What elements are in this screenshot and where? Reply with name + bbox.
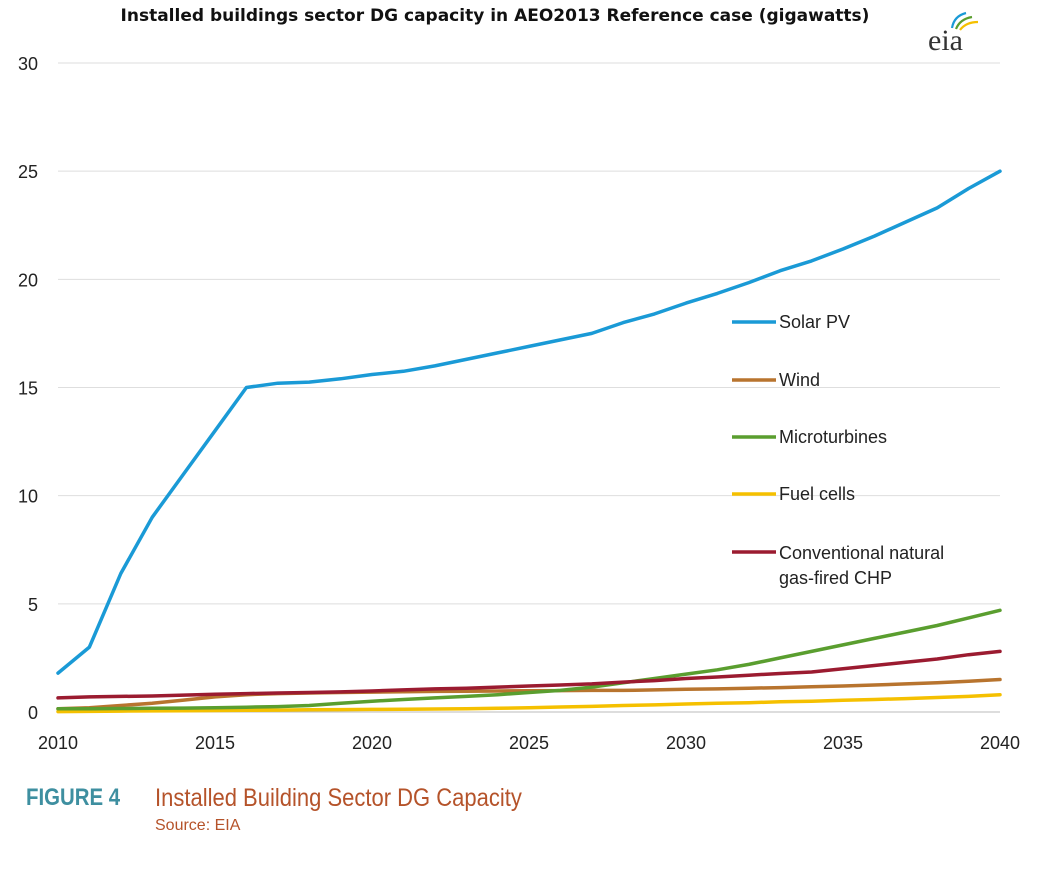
x-axis-ticks: 2010 2015 2020 2025 2030 2035 2040 xyxy=(38,733,1020,753)
legend-label-fuel-cells: Fuel cells xyxy=(779,484,855,504)
series-line-microturbines xyxy=(56,608,1002,711)
eia-logo: eia xyxy=(920,8,990,57)
y-tick-label: 0 xyxy=(28,703,38,723)
y-tick-label: 25 xyxy=(18,162,38,182)
x-tick-label: 2030 xyxy=(666,733,706,753)
legend: Solar PV Wind Microturbines Fuel cells C… xyxy=(732,312,944,588)
series-lines xyxy=(56,169,1002,714)
x-tick-label: 2020 xyxy=(352,733,392,753)
figure-title: Installed Building Sector DG Capacity xyxy=(155,784,522,812)
x-tick-label: 2010 xyxy=(38,733,78,753)
y-tick-label: 15 xyxy=(18,379,38,399)
y-tick-label: 30 xyxy=(18,54,38,74)
x-tick-label: 2015 xyxy=(195,733,235,753)
series-line-fuel-cells xyxy=(56,692,1002,714)
y-tick-label: 5 xyxy=(28,595,38,615)
y-tick-label: 20 xyxy=(18,270,38,290)
chart-title: Installed buildings sector DG capacity i… xyxy=(120,6,870,26)
y-axis-ticks: 0 5 10 15 20 25 30 xyxy=(18,54,38,723)
legend-label-chp-line2: gas-fired CHP xyxy=(779,568,892,588)
x-tick-label: 2025 xyxy=(509,733,549,753)
x-tick-label: 2040 xyxy=(980,733,1020,753)
legend-label-solar-pv: Solar PV xyxy=(779,312,850,332)
figure-source: Source: EIA xyxy=(155,817,241,834)
figure-label: FIGURE 4 xyxy=(26,784,121,811)
legend-label-microturbines: Microturbines xyxy=(779,427,887,447)
series-line-solar-pv xyxy=(56,169,1002,675)
logo-text: eia xyxy=(928,24,963,56)
x-tick-label: 2035 xyxy=(823,733,863,753)
series-line-conventional-natural-gas-fired-chp xyxy=(56,649,1002,700)
legend-label-wind: Wind xyxy=(779,370,820,390)
y-tick-label: 10 xyxy=(18,487,38,507)
legend-label-chp-line1: Conventional natural xyxy=(779,543,944,563)
gridlines xyxy=(58,62,1000,713)
